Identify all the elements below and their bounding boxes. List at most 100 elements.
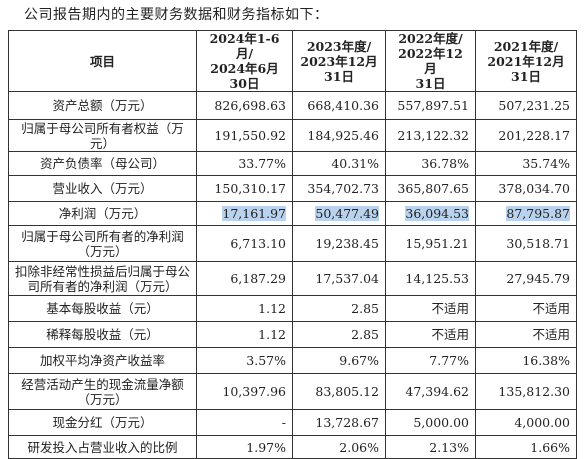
value-text: 33.77%	[238, 156, 286, 171]
value-text: 不适用	[532, 327, 570, 342]
label-text: 现金分红（万元）	[52, 415, 153, 430]
row-label: 归属于母公司所有者的净利润（万元）	[8, 225, 197, 262]
value-cell: 3.57%	[196, 347, 293, 374]
value-cell: 10,397.96	[196, 373, 293, 410]
row-label: 加权平均净资产收益率	[8, 347, 197, 374]
table-row: 归属于母公司所有者权益（万元） 191,550.92 184,925.46 213,1…	[8, 119, 577, 152]
value-cell: 365,807.65	[385, 175, 476, 202]
row-label: 营业收入（万元）	[8, 175, 197, 202]
financial-table: 项目 2024年1-6月/2024年6月30日 2023年度/2023年12月 31日…	[8, 30, 577, 459]
header-text: 2021年度/	[493, 38, 559, 54]
value-text: 150,310.17	[214, 181, 286, 196]
table-row: 加权平均净资产收益率 3.57% 9.67% 7.77% 16.38%	[8, 347, 577, 374]
value-cell: 2.85	[292, 295, 386, 322]
value-text: 184,925.46	[307, 128, 379, 143]
table-row: 稀释每股收益（元） 1.12 2.85 不适用 不适用	[8, 321, 577, 348]
value-cell: 5,000.00	[385, 409, 476, 436]
row-label: 现金分红（万元）	[8, 409, 197, 436]
value-text: 365,807.65	[397, 181, 469, 196]
value-text: 不适用	[431, 301, 469, 316]
value-text: 13,728.67	[315, 415, 379, 430]
value-text: 668,410.36	[307, 98, 379, 113]
value-cell: 9.67%	[292, 347, 386, 374]
row-label: 净利润（万元）	[8, 201, 197, 226]
value-text: 2.85	[351, 301, 379, 316]
value-text: 2.13%	[429, 439, 469, 455]
value-cell: 不适用	[385, 295, 476, 322]
value-text: 2.85	[351, 327, 379, 342]
value-text: 826,698.63	[214, 98, 286, 113]
value-cell: 213,122.32	[385, 119, 476, 152]
value-text: 36.78%	[421, 156, 469, 171]
value-text: 1.12	[258, 301, 286, 316]
label-text: 经营活动产生的现金流量净额（万元）	[21, 376, 184, 407]
value-text: 16.38%	[522, 353, 570, 368]
table-row: 资产负债率（母公司） 33.77% 40.31% 36.78% 35.74%	[8, 151, 577, 176]
value-cell: 507,231.25	[475, 91, 577, 120]
value-cell: 不适用	[385, 321, 476, 348]
value-text: 5,000.00	[413, 415, 469, 430]
value-cell: 不适用	[475, 295, 577, 322]
value-cell: 50,477.49	[292, 201, 386, 226]
label-text: 加权平均净资产收益率	[39, 353, 165, 368]
value-text: 7.77%	[429, 353, 469, 368]
header-text: 2024年6月30日	[210, 61, 279, 91]
value-cell: 2.13%	[385, 435, 476, 459]
value-cell: 201,228.17	[475, 119, 577, 152]
value-cell: 17,537.04	[292, 261, 386, 296]
header-cell: 2022年度/2022年12月 31日	[385, 30, 476, 92]
value-cell: 1.12	[196, 295, 293, 322]
value-cell: 13,728.67	[292, 409, 386, 436]
value-cell: 15,951.21	[385, 225, 476, 262]
value-text: 30,518.71	[506, 236, 570, 251]
table-row: 扣除非经常性损益后归属于母公司所有者的净利润（万元） 6,187.29 17,537…	[8, 261, 577, 296]
value-cell: 354,702.73	[292, 175, 386, 202]
table-row: 经营活动产生的现金流量净额（万元） 10,397.96 83,805.12 47,39…	[8, 373, 577, 410]
label-text: 营业收入（万元）	[52, 181, 153, 196]
value-text: 3.57%	[246, 353, 286, 368]
value-cell: 2.06%	[292, 435, 386, 459]
value-text: 35.74%	[522, 156, 570, 171]
header-text: 2023年度/	[306, 38, 372, 54]
header-text: 31日	[511, 68, 541, 84]
value-cell: 191,550.92	[196, 119, 293, 152]
value-text: 213,122.32	[397, 128, 469, 143]
value-cell: 378,034.70	[475, 175, 577, 202]
row-label: 稀释每股收益（元）	[8, 321, 197, 348]
value-cell: 36,094.53	[385, 201, 476, 226]
table-row: 营业收入（万元） 150,310.17 354,702.73 365,807.65 37…	[8, 175, 577, 202]
intro-text: 公司报告期内的主要财务数据和财务指标如下：	[24, 7, 329, 23]
value-text: 191,550.92	[214, 128, 286, 143]
value-text: 36,094.53	[405, 206, 469, 221]
value-cell: 4,000.00	[475, 409, 577, 436]
value-text: 17,161.97	[222, 206, 286, 221]
value-text: -	[281, 415, 286, 430]
value-text: 87,795.87	[506, 206, 570, 221]
value-cell: 668,410.36	[292, 91, 386, 120]
header-cell: 2024年1-6月/2024年6月30日	[196, 30, 293, 92]
header-cell: 2021年度/2021年12月 31日	[475, 30, 577, 92]
table-row: 基本每股收益（元） 1.12 2.85 不适用 不适用	[8, 295, 577, 322]
value-text: 15,951.21	[405, 236, 469, 251]
value-text: 2.06%	[339, 439, 379, 455]
value-text: 47,394.62	[405, 384, 469, 399]
value-cell: 1.66%	[475, 435, 577, 459]
value-text: 1.12	[258, 327, 286, 342]
row-label: 基本每股收益（元）	[8, 295, 197, 322]
value-cell: 184,925.46	[292, 119, 386, 152]
row-label: 资产负债率（母公司）	[8, 151, 197, 176]
header-text: 31日	[324, 68, 354, 84]
value-text: 17,537.04	[315, 271, 379, 286]
value-text: 378,034.70	[498, 181, 570, 196]
header-text: 项目	[89, 53, 115, 69]
label-text: 净利润（万元）	[58, 206, 147, 221]
header-text: 2024年1-6月/	[209, 31, 280, 61]
label-text: 稀释每股收益（元）	[46, 327, 159, 342]
value-cell: 30,518.71	[475, 225, 577, 262]
value-cell: 7.77%	[385, 347, 476, 374]
row-label: 经营活动产生的现金流量净额（万元）	[8, 373, 197, 410]
value-text: 19,238.45	[315, 236, 379, 251]
value-text: 14,125.53	[405, 271, 469, 286]
label-text: 归属于母公司所有者的净利润（万元）	[21, 228, 184, 259]
